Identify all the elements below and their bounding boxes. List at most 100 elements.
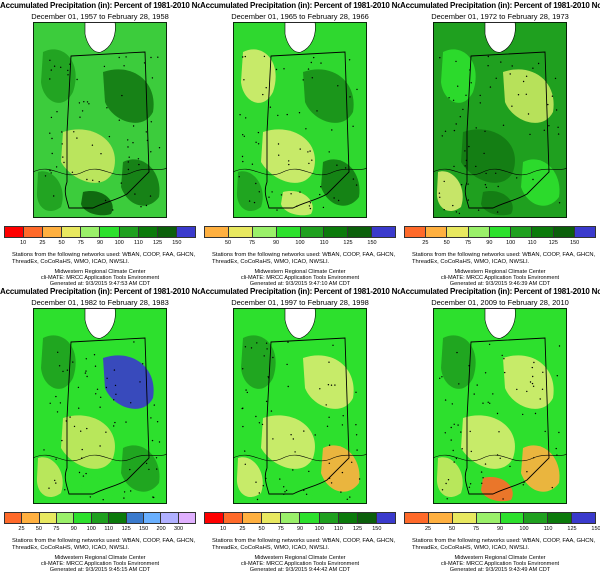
station-dot <box>455 60 457 63</box>
station-dot <box>444 399 447 401</box>
station-dot <box>158 441 161 443</box>
station-dot <box>328 361 330 363</box>
station-dot <box>118 56 120 59</box>
station-dot <box>296 205 298 207</box>
station-dot <box>544 430 546 433</box>
station-dot <box>525 75 528 77</box>
legend-swatch <box>39 513 58 523</box>
station-dot <box>156 468 158 470</box>
legend-tick-label: 200 <box>156 526 166 532</box>
station-dot <box>85 358 87 360</box>
station-dot <box>557 133 560 135</box>
station-dot <box>242 56 244 58</box>
station-dot <box>123 491 126 493</box>
station-dot <box>55 458 57 460</box>
legend-tick-label: 50 <box>258 526 265 532</box>
legend-swatch <box>468 227 490 237</box>
station-dot <box>91 144 94 146</box>
station-dot <box>475 127 477 129</box>
legend-ticks: 10 25 50 75 90 100 110 125 150 <box>4 240 196 248</box>
station-dot <box>286 113 288 116</box>
station-dot <box>120 182 123 184</box>
precip-contour-region <box>521 159 560 206</box>
station-dot <box>464 150 466 152</box>
legend-swatch <box>157 227 177 237</box>
station-dot <box>467 199 469 201</box>
color-legend <box>4 226 196 238</box>
legend-swatch <box>178 513 195 523</box>
station-dot <box>511 65 513 67</box>
networks-note: Stations from the following networks use… <box>412 538 596 544</box>
precip-contour-region <box>121 159 160 206</box>
station-dot <box>481 482 483 484</box>
legend-tick-label: 10 <box>220 526 227 532</box>
station-dot <box>554 77 557 80</box>
lake-michigan <box>284 308 316 339</box>
station-dot <box>496 211 499 213</box>
station-dot <box>458 383 460 385</box>
station-dot <box>305 493 308 495</box>
station-dot <box>114 384 117 387</box>
legend-swatch <box>5 513 23 523</box>
legend-ticks: 10 25 50 75 90 100 110 125 150 <box>204 526 396 534</box>
station-dot <box>356 88 358 91</box>
station-dot <box>477 209 480 211</box>
legend-tick-label: 50 <box>443 240 450 246</box>
panel-date-range: December 01, 1972 to February 28, 1973 <box>431 12 569 21</box>
station-dot <box>53 195 55 197</box>
station-dot <box>58 365 61 367</box>
station-dot <box>475 165 477 168</box>
station-dot <box>272 356 274 359</box>
station-dot <box>484 184 487 186</box>
station-dot <box>244 346 247 348</box>
station-dot <box>265 400 268 403</box>
station-dot <box>489 86 492 88</box>
panel-date-range: December 01, 1965 to February 28, 1966 <box>231 12 369 21</box>
station-dot <box>457 85 459 87</box>
station-dot <box>81 457 83 459</box>
station-dot <box>314 434 316 436</box>
precip-contour-region <box>436 171 463 212</box>
station-dot <box>334 384 336 386</box>
map-frame <box>33 308 167 504</box>
station-dot <box>258 422 261 424</box>
station-dot <box>487 65 489 67</box>
station-dot <box>349 96 351 98</box>
station-dot <box>531 382 534 385</box>
station-dot <box>243 79 245 81</box>
station-dot <box>94 365 97 367</box>
precip-contour-region <box>236 457 263 498</box>
precip-contour-region <box>36 171 63 212</box>
tool-name: cli-MATE: MRCC Application Tools Environ… <box>40 561 160 567</box>
station-dot <box>285 489 288 492</box>
legend-tick-label: 125 <box>353 526 363 532</box>
station-dot <box>457 424 459 426</box>
station-dot <box>482 477 484 479</box>
panel-title: Accumulated Precipitation (in): Percent … <box>400 1 600 10</box>
legend-tick-label: 25 <box>239 526 246 532</box>
precip-contour-region <box>81 191 113 216</box>
station-dot <box>303 430 305 432</box>
station-dot <box>269 106 272 108</box>
legend-tick-label: 90 <box>272 240 280 246</box>
precip-contour-region <box>481 191 513 216</box>
station-dot <box>89 496 91 498</box>
station-dot <box>153 404 155 406</box>
center-name: Midwestern Regional Climate Center <box>54 269 146 275</box>
precip-contour-region <box>503 69 554 123</box>
networks-note: Stations from the following networks use… <box>412 252 596 258</box>
legend-swatch <box>281 513 301 523</box>
station-dot <box>65 420 67 422</box>
station-dot <box>108 135 111 138</box>
station-dot <box>67 69 69 72</box>
station-dot <box>55 395 57 398</box>
station-dot <box>127 139 129 141</box>
station-dot <box>73 425 76 428</box>
station-dot <box>113 369 116 371</box>
station-dot <box>543 129 545 131</box>
generated-timestamp: Generated at: 9/3/2015 9:44:42 AM CDT <box>249 567 351 572</box>
color-legend <box>204 512 396 524</box>
station-dot <box>534 412 537 415</box>
station-dot <box>496 454 499 456</box>
precip-contour-region <box>461 129 515 183</box>
